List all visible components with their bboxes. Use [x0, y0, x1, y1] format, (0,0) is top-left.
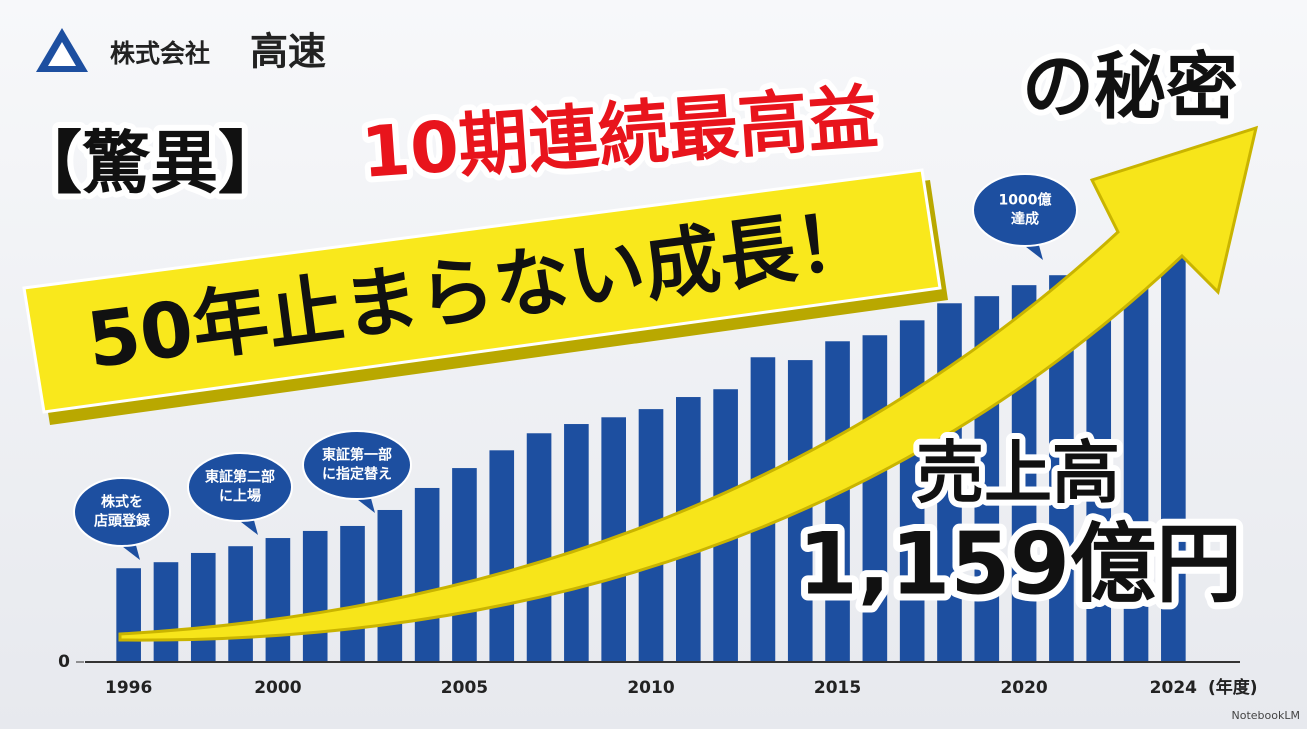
- bar: [564, 424, 589, 662]
- bar: [825, 341, 850, 662]
- callout-text: 達成: [1011, 211, 1039, 228]
- logo-prefix: 株式会社: [110, 39, 210, 68]
- bar: [190, 552, 216, 662]
- x-axis-label: (年度): [1208, 677, 1258, 698]
- bar: [302, 530, 328, 662]
- highlight-value: 1,159億円: [798, 514, 1242, 614]
- bar: [1161, 250, 1186, 663]
- watermark: NotebookLM: [1232, 709, 1300, 722]
- x-tick-label: 2015: [814, 678, 861, 698]
- bars: [76, 250, 1186, 663]
- x-tick-label: 1996: [105, 678, 152, 698]
- bar: [340, 525, 365, 662]
- bar: [153, 562, 179, 662]
- callout-text: 株式を: [101, 494, 143, 511]
- callout: [73, 477, 171, 547]
- callout: [187, 452, 293, 522]
- bar: [265, 538, 291, 662]
- bar: [1123, 262, 1149, 662]
- logo-icon-inner: [48, 42, 76, 66]
- x-tick-label: 2020: [1000, 678, 1047, 698]
- bar: [452, 468, 477, 662]
- title-prefix: 【驚異】: [14, 125, 286, 204]
- callout: [302, 430, 412, 500]
- growth-arrow: [118, 125, 1259, 642]
- x-tick-label: 2024: [1150, 678, 1197, 698]
- callout-text: 店頭登録: [94, 513, 151, 530]
- x-tick-label: 2005: [441, 678, 488, 698]
- highlight-label: 売上高: [916, 435, 1120, 514]
- title-suffix: の秘密: [1022, 45, 1238, 129]
- callout: [972, 173, 1078, 247]
- callout-text: 1000億: [999, 192, 1052, 209]
- x-tick-label: 2000: [254, 678, 301, 698]
- bar: [489, 450, 515, 662]
- logo: 株式会社 高速: [36, 28, 326, 74]
- bar: [228, 546, 253, 662]
- callout-text: に上場: [219, 488, 261, 505]
- callout-text: 東証第二部: [205, 469, 275, 486]
- logo-name: 高速: [250, 30, 326, 74]
- callout-text: に指定替え: [322, 466, 392, 483]
- bar: [899, 320, 925, 662]
- callout-text: 東証第一部: [322, 447, 392, 464]
- bar: [526, 433, 552, 662]
- bar: [414, 487, 440, 662]
- bar: [116, 568, 141, 662]
- banner: [22, 168, 942, 414]
- bar: [377, 509, 403, 662]
- bar: [862, 335, 888, 662]
- x-tick-label: 2010: [627, 678, 674, 698]
- y-tick-label: 0: [58, 652, 70, 672]
